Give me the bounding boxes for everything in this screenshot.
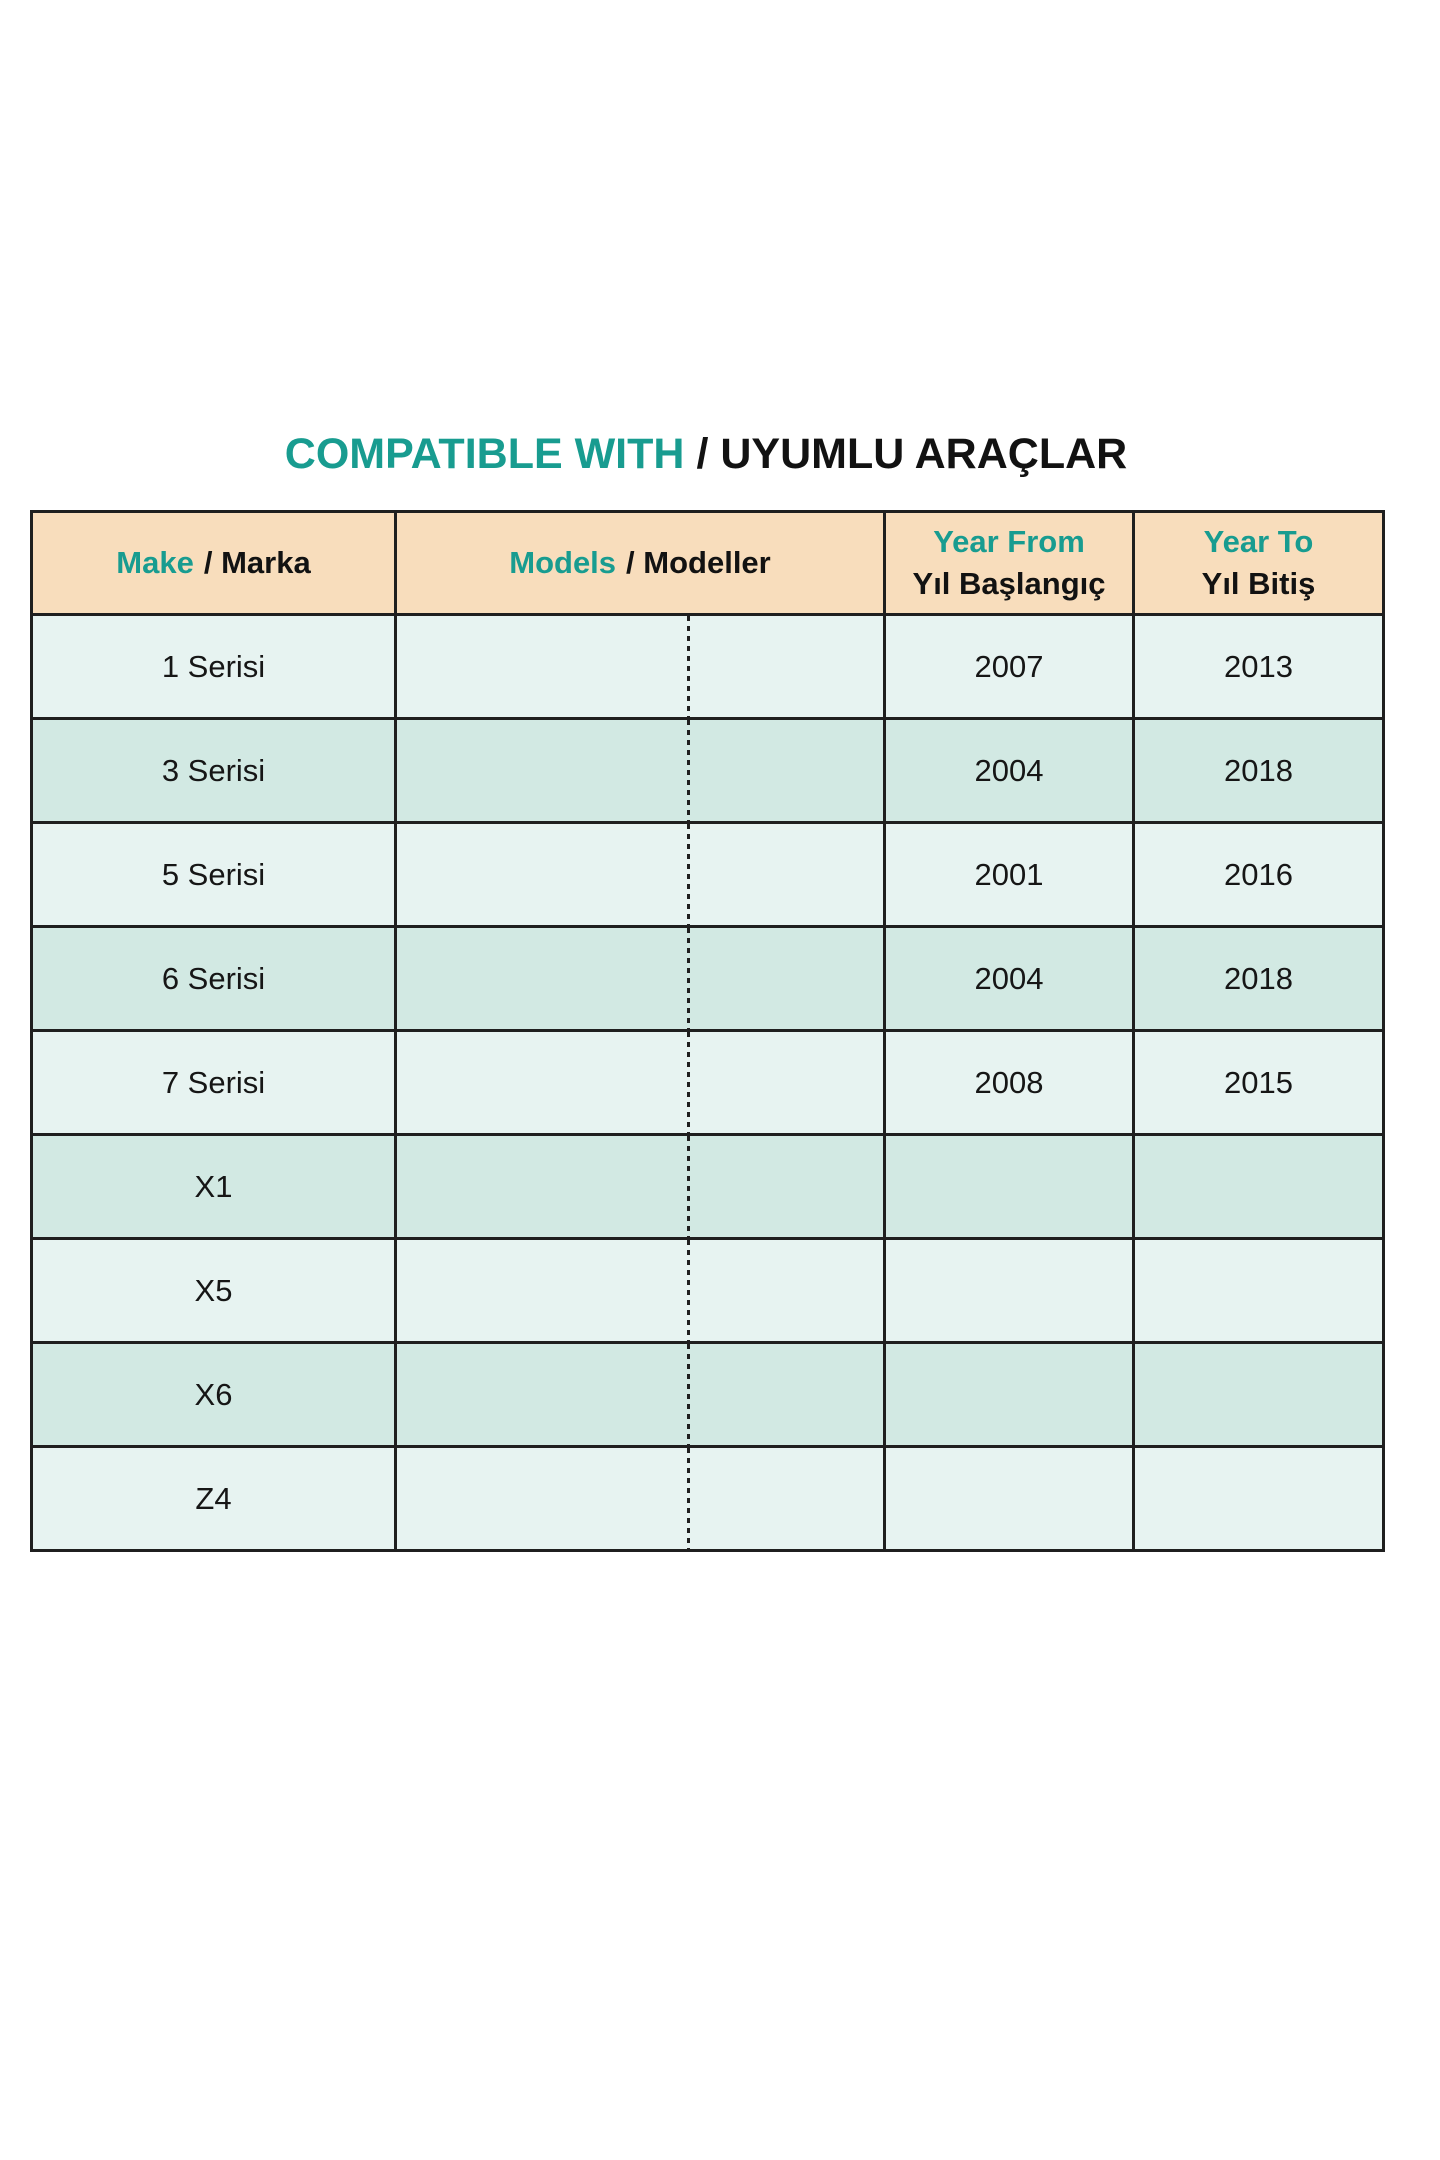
year-from-cell (883, 1341, 1135, 1448)
year-from-cell (883, 1445, 1135, 1552)
make-cell: 3 Serisi (30, 717, 397, 824)
models-divider-line (686, 825, 690, 924)
models-cell (394, 1237, 886, 1344)
table-row: X1 (30, 1133, 1385, 1240)
table-header: Make / Marka Models / Modeller Year From Yı… (30, 510, 1385, 616)
year-from-cell: 2007 (883, 613, 1135, 720)
make-cell: 7 Serisi (30, 1029, 397, 1136)
make-cell: 1 Serisi (30, 613, 397, 720)
models-cell (394, 1445, 886, 1552)
year-to-cell: 2016 (1132, 821, 1385, 928)
year-from-cell: 2008 (883, 1029, 1135, 1136)
models-cell (394, 1133, 886, 1240)
year-to-cell: 2018 (1132, 925, 1385, 1032)
table-row: Z4 (30, 1445, 1385, 1552)
models-cell (394, 821, 886, 928)
title-english: COMPATIBLE WITH (284, 430, 685, 478)
models-cell (394, 717, 886, 824)
year-from-cell (883, 1237, 1135, 1344)
models-cell (394, 925, 886, 1032)
table-header-row: Make / Marka Models / Modeller Year From Yı… (30, 510, 1385, 616)
table-row: 7 Serisi 2008 2015 (30, 1029, 1385, 1136)
year-to-cell: 2013 (1132, 613, 1385, 720)
year-from-cell: 2004 (883, 717, 1135, 824)
year-from-cell (883, 1133, 1135, 1240)
models-divider-line (686, 617, 690, 716)
year-to-cell (1132, 1237, 1385, 1344)
models-cell (394, 613, 886, 720)
header-year-from-turkish: Yıl Başlangıç (912, 566, 1106, 601)
header-year-to-turkish: Yıl Bitiş (1201, 566, 1316, 601)
models-divider-line (686, 1033, 690, 1132)
header-year-to: Year To Yıl Bitiş (1132, 510, 1385, 616)
make-cell: Z4 (30, 1445, 397, 1552)
header-year-to-english: Year To (1203, 524, 1314, 559)
models-divider-line (686, 1345, 690, 1444)
header-models-english: Models (509, 545, 617, 580)
make-cell: X1 (30, 1133, 397, 1240)
header-year-from-english: Year From (933, 524, 1085, 559)
header-make-english: Make (116, 545, 194, 580)
title-turkish: / UYUMLU ARAÇLAR (696, 430, 1128, 478)
year-from-cell: 2004 (883, 925, 1135, 1032)
header-make-turkish: / Marka (203, 545, 311, 580)
year-to-cell: 2018 (1132, 717, 1385, 824)
table-row: X5 (30, 1237, 1385, 1344)
header-year-from: Year From Yıl Başlangıç (883, 510, 1135, 616)
compatibility-table: Make / Marka Models / Modeller Year From Yı… (30, 510, 1385, 1552)
table-row: X6 (30, 1341, 1385, 1448)
models-divider-line (686, 929, 690, 1028)
make-cell: 5 Serisi (30, 821, 397, 928)
year-from-cell: 2001 (883, 821, 1135, 928)
page-title: COMPATIBLE WITH / UYUMLU ARAÇLAR (30, 430, 1382, 479)
table-row: 6 Serisi 2004 2018 (30, 925, 1385, 1032)
table-row: 1 Serisi 2007 2013 (30, 613, 1385, 720)
make-cell: X5 (30, 1237, 397, 1344)
header-models: Models / Modeller (394, 510, 886, 616)
year-to-cell (1132, 1445, 1385, 1552)
header-make: Make / Marka (30, 510, 397, 616)
models-divider-line (686, 1137, 690, 1236)
table-body: 1 Serisi 2007 2013 3 Serisi 2004 2018 5 … (30, 613, 1385, 1552)
models-divider-line (686, 721, 690, 820)
year-to-cell: 2015 (1132, 1029, 1385, 1136)
models-cell (394, 1029, 886, 1136)
models-divider-line (686, 1449, 690, 1548)
models-cell (394, 1341, 886, 1448)
year-to-cell (1132, 1341, 1385, 1448)
table-row: 5 Serisi 2001 2016 (30, 821, 1385, 928)
table-row: 3 Serisi 2004 2018 (30, 717, 1385, 824)
models-divider-line (686, 1241, 690, 1340)
make-cell: 6 Serisi (30, 925, 397, 1032)
header-models-turkish: / Modeller (626, 545, 771, 580)
year-to-cell (1132, 1133, 1385, 1240)
make-cell: X6 (30, 1341, 397, 1448)
